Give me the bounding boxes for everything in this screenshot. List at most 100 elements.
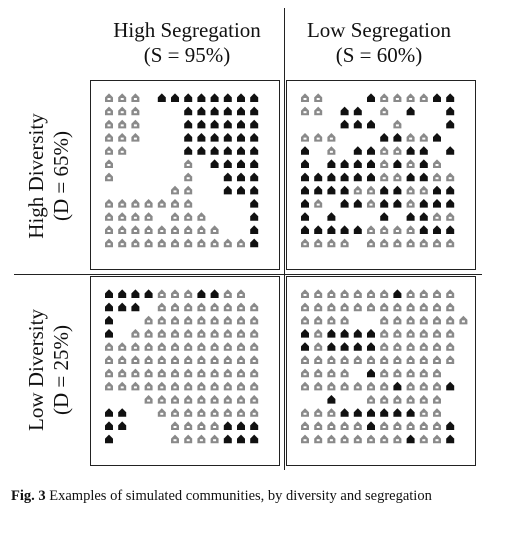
grey-house-icon: [105, 172, 113, 182]
black-house-icon: [433, 133, 441, 142]
grey-house-icon: [433, 434, 441, 444]
black-house-icon: [406, 106, 415, 116]
black-house-icon: [210, 119, 219, 129]
black-house-icon: [105, 408, 113, 417]
black-house-icon: [237, 133, 245, 142]
grey-house-icon: [223, 381, 232, 391]
grey-house-icon: [340, 302, 349, 312]
caption-label: Fig. 3: [11, 488, 46, 504]
grey-house-icon: [433, 329, 441, 338]
grey-house-icon: [419, 133, 428, 142]
black-house-icon: [210, 159, 219, 168]
black-house-icon: [380, 199, 389, 208]
grey-house-icon: [314, 93, 323, 102]
column-subtitle: (S = 95%): [143, 43, 231, 67]
grey-house-icon: [419, 355, 428, 364]
black-house-icon: [393, 159, 402, 168]
grey-house-icon: [184, 368, 193, 378]
black-house-icon: [433, 225, 441, 234]
black-house-icon: [237, 159, 245, 168]
grey-house-icon: [340, 381, 349, 391]
grey-house-icon: [157, 355, 166, 364]
grey-house-icon: [118, 199, 127, 208]
black-house-icon: [327, 172, 336, 182]
grey-house-icon: [144, 315, 153, 325]
black-house-icon: [301, 172, 309, 182]
grey-house-icon: [157, 329, 166, 338]
grey-house-icon: [157, 342, 166, 351]
grey-house-icon: [105, 225, 113, 234]
grey-house-icon: [393, 329, 402, 338]
grey-house-icon: [353, 289, 362, 298]
black-house-icon: [353, 199, 362, 208]
grey-house-icon: [446, 289, 455, 298]
black-house-icon: [223, 434, 232, 444]
black-house-icon: [340, 172, 349, 182]
black-house-icon: [250, 185, 259, 195]
grey-house-icon: [157, 238, 166, 248]
black-house-icon: [131, 302, 140, 312]
grey-house-icon: [131, 199, 140, 208]
grey-house-icon: [197, 212, 206, 221]
column-header-low-segregation: Low Segregation (S = 60%): [284, 18, 474, 68]
grey-house-icon: [353, 434, 362, 444]
grey-house-icon: [197, 225, 206, 234]
grey-house-icon: [327, 381, 336, 391]
grey-house-icon: [250, 342, 259, 351]
grey-house-icon: [237, 408, 245, 417]
grey-house-icon: [380, 93, 389, 102]
black-house-icon: [223, 119, 232, 129]
grey-house-icon: [406, 355, 415, 364]
grey-house-icon: [380, 106, 389, 116]
grey-house-icon: [433, 302, 441, 312]
black-house-icon: [393, 133, 402, 142]
grey-house-icon: [171, 212, 179, 221]
grey-house-icon: [433, 408, 441, 417]
grey-house-icon: [131, 212, 140, 221]
grey-house-icon: [406, 368, 415, 378]
black-house-icon: [327, 159, 336, 168]
grey-house-icon: [157, 315, 166, 325]
grey-house-icon: [157, 289, 166, 298]
grey-house-icon: [184, 434, 193, 444]
black-house-icon: [223, 172, 232, 182]
black-house-icon: [144, 289, 153, 298]
house-grid: [301, 289, 468, 444]
grey-house-icon: [301, 368, 309, 378]
grey-house-icon: [367, 302, 375, 312]
grey-house-icon: [393, 315, 402, 325]
black-house-icon: [367, 159, 375, 168]
grey-house-icon: [433, 368, 441, 378]
grey-house-icon: [314, 381, 323, 391]
black-house-icon: [419, 212, 428, 221]
black-house-icon: [367, 421, 375, 430]
grey-house-icon: [340, 368, 349, 378]
black-house-icon: [393, 199, 402, 208]
black-house-icon: [210, 133, 219, 142]
black-house-icon: [446, 146, 455, 155]
grey-house-icon: [118, 225, 127, 234]
grey-house-icon: [157, 381, 166, 391]
grey-house-icon: [105, 133, 113, 142]
black-house-icon: [197, 93, 206, 102]
grey-house-icon: [380, 368, 389, 378]
black-house-icon: [367, 368, 375, 378]
black-house-icon: [157, 93, 166, 102]
grey-house-icon: [393, 395, 402, 404]
black-house-icon: [197, 119, 206, 129]
black-house-icon: [380, 185, 389, 195]
grey-house-icon: [327, 289, 336, 298]
grey-house-icon: [131, 342, 140, 351]
grey-house-icon: [301, 289, 309, 298]
black-house-icon: [250, 119, 259, 129]
grey-house-icon: [419, 395, 428, 404]
black-house-icon: [367, 146, 375, 155]
black-house-icon: [171, 93, 179, 102]
black-house-icon: [380, 408, 389, 417]
grey-house-icon: [197, 395, 206, 404]
black-house-icon: [118, 289, 127, 298]
row-title: High Diversity: [24, 113, 48, 239]
grey-house-icon: [301, 238, 309, 248]
grey-house-icon: [223, 395, 232, 404]
black-house-icon: [340, 408, 349, 417]
